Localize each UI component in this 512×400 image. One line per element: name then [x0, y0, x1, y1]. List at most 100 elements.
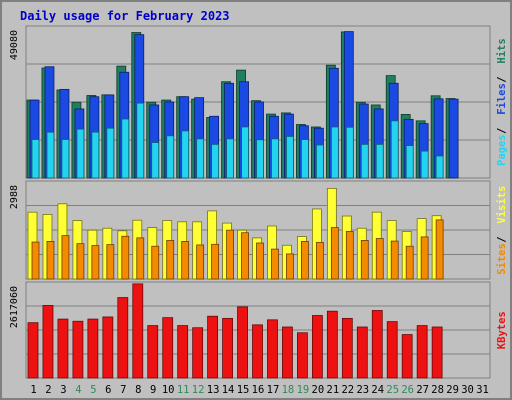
series-sites — [31, 219, 444, 280]
legend-label: Hits — [496, 38, 508, 63]
x-tick-label: 8 — [135, 384, 141, 396]
legend-label: Visits — [496, 186, 508, 224]
panel-max-label: 2988 — [9, 185, 20, 209]
legend-label: Files — [496, 83, 508, 115]
legend-label: Pages — [496, 134, 508, 166]
bar-kbytes-day-26 — [401, 334, 413, 379]
x-tick-label: 17 — [267, 384, 280, 396]
bar-kbytes-day-24 — [371, 310, 383, 379]
x-tick-label: 16 — [252, 384, 265, 396]
legend-label: KBytes — [496, 311, 508, 349]
bar-pages-day-10 — [166, 135, 175, 179]
x-tick-label: 11 — [177, 384, 190, 396]
panel-legend-middle: Sites / Visits — [496, 186, 508, 275]
bar-sites-day-19 — [301, 241, 309, 280]
bar-sites-day-5 — [91, 245, 100, 280]
bar-kbytes-day-11 — [177, 325, 189, 379]
x-tick-label: 7 — [120, 384, 126, 396]
bar-pages-day-11 — [181, 130, 190, 179]
bar-pages-day-27 — [420, 150, 429, 179]
bar-pages-day-3 — [61, 139, 70, 179]
bar-pages-day-24 — [375, 143, 384, 179]
x-tick-label: 28 — [431, 384, 444, 396]
x-tick-label: 25 — [386, 384, 399, 396]
bar-kbytes-day-9 — [147, 325, 159, 379]
bar-sites-day-6 — [106, 244, 115, 280]
bar-sites-day-20 — [315, 241, 324, 280]
bar-pages-day-16 — [256, 139, 264, 179]
bar-kbytes-day-17 — [267, 319, 278, 379]
x-tick-label: 30 — [461, 384, 474, 396]
bar-sites-day-27 — [420, 236, 429, 280]
x-tick-label: 23 — [356, 384, 369, 396]
x-tick-label: 26 — [401, 384, 414, 396]
x-tick-label: 19 — [297, 384, 310, 396]
bar-kbytes-day-3 — [57, 318, 69, 379]
bar-kbytes-day-6 — [102, 316, 114, 379]
x-tick-label: 3 — [60, 384, 66, 396]
bar-sites-day-22 — [345, 231, 354, 280]
bar-kbytes-day-27 — [416, 325, 428, 379]
bar-kbytes-day-25 — [386, 321, 398, 379]
bar-sites-day-28 — [435, 219, 444, 280]
bar-pages-day-23 — [360, 143, 369, 179]
bar-pages-day-8 — [136, 102, 145, 179]
x-tick-label: 31 — [476, 384, 489, 396]
bar-sites-day-25 — [390, 240, 399, 280]
bar-pages-day-12 — [196, 138, 205, 179]
bar-kbytes-day-18 — [282, 326, 293, 379]
bar-pages-day-25 — [390, 120, 399, 179]
legend-separator: / — [496, 76, 508, 82]
bar-kbytes-day-15 — [237, 306, 248, 379]
x-tick-label: 9 — [150, 384, 156, 396]
bar-pages-day-17 — [271, 138, 279, 179]
bar-pages-day-1 — [31, 139, 40, 179]
bar-kbytes-day-13 — [207, 315, 219, 379]
x-tick-label: 15 — [237, 384, 250, 396]
bar-pages-day-28 — [435, 155, 444, 179]
bar-sites-day-24 — [375, 238, 384, 280]
bar-sites-day-26 — [405, 245, 414, 280]
x-tick-label: 4 — [75, 384, 81, 396]
x-tick-label: 1 — [30, 384, 36, 396]
x-tick-label: 13 — [207, 384, 220, 396]
x-tick-label: 18 — [282, 384, 295, 396]
panel-max-label: 2617060 — [9, 286, 20, 328]
x-tick-label: 5 — [90, 384, 96, 396]
bar-kbytes-day-16 — [252, 324, 263, 379]
x-tick-label: 2 — [45, 384, 51, 396]
panel-legend-bottom: KBytes — [496, 311, 508, 349]
bar-kbytes-day-23 — [356, 326, 368, 379]
x-tick-label: 20 — [312, 384, 325, 396]
chart-title: Daily usage for February 2023 — [20, 9, 230, 23]
bar-kbytes-day-22 — [341, 317, 353, 379]
bar-files-day-29 — [448, 98, 459, 179]
panel-bottom: 2617060 KBytes — [9, 281, 508, 379]
x-tick-label: 27 — [416, 384, 429, 396]
panel-middle: 2988 Sites / Visits — [9, 180, 508, 280]
panel-top: 49080 Pages / Files / Hits — [9, 25, 508, 179]
bar-kbytes-day-5 — [87, 318, 99, 379]
bar-sites-day-1 — [31, 241, 40, 280]
bar-sites-day-7 — [121, 235, 130, 280]
bar-sites-day-16 — [256, 242, 264, 280]
bar-pages-day-22 — [345, 126, 354, 179]
bar-sites-day-14 — [226, 229, 234, 280]
legend-separator: / — [496, 128, 508, 134]
bar-sites-day-18 — [286, 253, 294, 280]
x-axis-labels: 1 2 3 4 5 6 7 8 9 10 11 12 13 14 15 16 17 18 19 20 21 22 23 24 2… — [30, 384, 489, 396]
x-tick-label: 10 — [162, 384, 175, 396]
x-tick-label: 29 — [446, 384, 459, 396]
bar-kbytes-day-21 — [326, 310, 338, 379]
bar-sites-day-11 — [181, 241, 190, 280]
legend-label: Sites — [496, 243, 508, 275]
bar-sites-day-9 — [151, 245, 160, 280]
bar-sites-day-4 — [76, 243, 85, 280]
bar-kbytes-day-10 — [162, 317, 174, 379]
bar-pages-day-4 — [76, 128, 85, 179]
bar-pages-day-13 — [211, 143, 220, 179]
bar-sites-day-13 — [211, 243, 220, 280]
bar-pages-day-18 — [286, 136, 294, 179]
bar-kbytes-day-1 — [27, 322, 39, 379]
